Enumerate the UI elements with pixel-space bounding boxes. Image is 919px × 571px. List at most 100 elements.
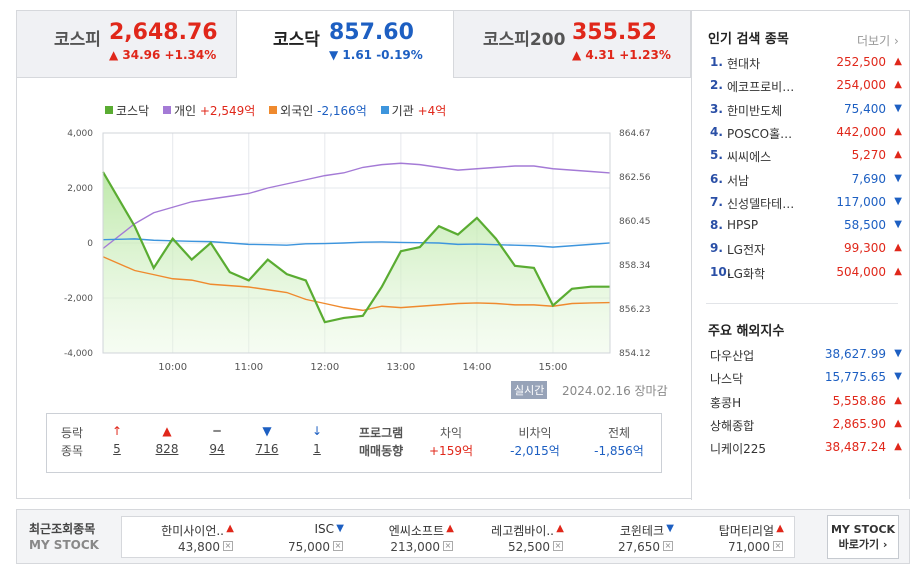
tab-kosdaq[interactable]: 코스닥 857.60 ▼ 1.61 -0.19% bbox=[237, 11, 454, 78]
recent-price: 43,800 bbox=[178, 540, 220, 554]
kosdaq-area bbox=[103, 171, 610, 353]
popular-price: 75,400 bbox=[844, 101, 886, 116]
recent-price: 52,500 bbox=[508, 540, 550, 554]
popular-item[interactable]: 6. 서남 7,690 ▼ bbox=[710, 172, 902, 194]
recent-item[interactable]: 한미사이언.. ▲ 43,800 × bbox=[126, 520, 234, 556]
market-widget: 코스피 2,648.76 ▲ 34.96 +1.34% 코스닥 857.60 ▼… bbox=[16, 10, 910, 500]
y-right-tick-label: 854.12 bbox=[619, 349, 651, 359]
legend-foreign-label: 외국인 bbox=[280, 104, 314, 118]
recent-item[interactable]: 레고켐바이.. ▲ 52,500 × bbox=[456, 520, 564, 556]
recent-price: 71,000 bbox=[728, 540, 770, 554]
mystock-button[interactable]: MY STOCK 바로가기 › bbox=[827, 515, 899, 559]
legend-individual-swatch bbox=[162, 106, 171, 114]
triangle-down-icon: ▼ bbox=[894, 348, 902, 359]
triangle-down-icon: ▼ bbox=[894, 102, 902, 114]
tab-kospi[interactable]: 코스피 2,648.76 ▲ 34.96 +1.34% bbox=[17, 11, 237, 78]
more-link[interactable]: 더보기 › bbox=[857, 32, 899, 49]
popular-item[interactable]: 2. 에코프로비… 254,000 ▲ bbox=[710, 78, 902, 100]
popular-rank: 3. bbox=[710, 101, 723, 116]
intraday-chart: 10:00 11:00 12:00 13:00 14:00 15:00 4,000 2,000… bbox=[64, 129, 651, 373]
recent-item[interactable]: 코윈테크 ▼ 27,650 × bbox=[566, 520, 674, 556]
overseas-item[interactable]: 홍콩H 5,558.86 ▲ bbox=[710, 394, 902, 416]
overseas-item[interactable]: 다우산업 38,627.99 ▼ bbox=[710, 347, 902, 369]
triangle-up-icon: ▲ bbox=[894, 149, 902, 161]
close-icon[interactable]: × bbox=[443, 541, 453, 551]
overseas-price: 38,487.24 bbox=[824, 440, 886, 455]
recent-bar: 최근조회종목 MY STOCK 한미사이언.. ▲ 43,800 × ISC ▼ 75,00… bbox=[16, 509, 910, 564]
tab-kospi-value: 2,648.76 bbox=[109, 20, 218, 45]
close-icon[interactable]: × bbox=[773, 541, 783, 551]
count-icon-3: ▼ bbox=[262, 424, 272, 438]
stats-panel: 등락 종목 ↑ 5 ▲ 828 ━ 94 ▼ 716 ↓ 1 프로그램 매매동향 차익 +159억 비… bbox=[46, 413, 662, 473]
triangle-up-icon: ▲ bbox=[776, 523, 784, 534]
overseas-name: 다우산업 bbox=[710, 349, 755, 363]
count-link-4[interactable]: 1 bbox=[313, 442, 321, 456]
overseas-name: 나스닥 bbox=[710, 372, 744, 387]
popular-price: 117,000 bbox=[836, 194, 886, 209]
recent-item[interactable]: 탑머티리얼 ▲ 71,000 × bbox=[676, 520, 784, 556]
popular-price: 252,500 bbox=[836, 55, 886, 69]
overseas-item[interactable]: 나스닥 15,775.65 ▼ bbox=[710, 370, 902, 392]
popular-item[interactable]: 4. POSCO홀… 442,000 ▲ bbox=[710, 125, 902, 147]
count-link-0[interactable]: 5 bbox=[113, 442, 121, 456]
count-link-3[interactable]: 716 bbox=[255, 442, 279, 456]
popular-item[interactable]: 10. LG화학 504,000 ▲ bbox=[710, 265, 902, 287]
recent-item[interactable]: ISC ▼ 75,000 × bbox=[236, 520, 344, 556]
close-icon[interactable]: × bbox=[663, 541, 673, 551]
recent-name: ISC bbox=[314, 522, 334, 536]
close-icon[interactable]: × bbox=[223, 541, 233, 551]
x-tick-label: 14:00 bbox=[462, 362, 491, 373]
popular-item[interactable]: 8. HPSP 58,500 ▼ bbox=[710, 218, 902, 240]
triangle-down-icon: ▼ bbox=[894, 195, 902, 207]
popular-item[interactable]: 7. 신성델타테… 117,000 ▼ bbox=[710, 195, 902, 217]
recent-item[interactable]: 엔씨소프트 ▲ 213,000 × bbox=[346, 520, 454, 556]
recent-name: 엔씨소프트 bbox=[388, 524, 444, 538]
recent-name: 한미사이언.. bbox=[161, 524, 224, 538]
legend-institution-label: 기관 bbox=[391, 104, 414, 118]
count-icon-1: ▲ bbox=[162, 424, 172, 438]
tab-kosdaq-name: 코스닥 bbox=[273, 30, 320, 50]
popular-item[interactable]: 5. 씨씨에스 5,270 ▲ bbox=[710, 148, 902, 170]
triangle-up-icon: ▲ bbox=[894, 125, 902, 137]
program-head-0: 차익 bbox=[439, 426, 463, 440]
stats-label-2: 종목 bbox=[61, 444, 84, 458]
program-head-2: 전체 bbox=[607, 426, 631, 440]
program-label-2: 매매동향 bbox=[359, 444, 404, 458]
legend-kosdaq-swatch bbox=[105, 106, 113, 114]
popular-name: LG화학 bbox=[727, 266, 766, 281]
overseas-price: 38,627.99 bbox=[824, 347, 886, 361]
x-tick-label: 12:00 bbox=[310, 362, 339, 373]
popular-name: 씨씨에스 bbox=[727, 150, 772, 165]
popular-rank: 2. bbox=[710, 78, 723, 93]
realtime-button[interactable]: 실시간 bbox=[511, 381, 548, 399]
popular-rank: 7. bbox=[710, 194, 723, 209]
legend-foreign-swatch bbox=[269, 106, 278, 114]
triangle-up-icon: ▲ bbox=[556, 523, 564, 534]
count-link-1[interactable]: 828 bbox=[155, 442, 179, 456]
popular-item[interactable]: 3. 한미반도체 75,400 ▼ bbox=[710, 102, 902, 124]
triangle-up-icon: ▲ bbox=[894, 265, 902, 277]
overseas-item[interactable]: 상해종합 2,865.90 ▲ bbox=[710, 417, 902, 439]
popular-name: 신성델타테… bbox=[727, 196, 795, 211]
legend-institution: 기관 +4억 bbox=[380, 104, 446, 118]
program-value-2: -1,856억 bbox=[594, 444, 644, 458]
tab-kospi200[interactable]: 코스피200 355.52 ▲ 4.31 +1.23% bbox=[454, 11, 691, 78]
count-link-2[interactable]: 94 bbox=[209, 442, 225, 456]
tab-kospi200-change: ▲ 4.31 +1.23% bbox=[572, 48, 671, 62]
popular-item[interactable]: 1. 현대차 252,500 ▲ bbox=[710, 55, 902, 77]
y-right-tick-label: 860.45 bbox=[619, 217, 651, 227]
triangle-up-icon: ▲ bbox=[226, 523, 234, 534]
recent-list: 한미사이언.. ▲ 43,800 × ISC ▼ 75,000 × 엔씨소프트 ▲ 213,000 ×… bbox=[121, 516, 795, 558]
program-head-1: 비차익 bbox=[518, 426, 552, 440]
popular-rank: 1. bbox=[710, 55, 723, 69]
close-icon[interactable]: × bbox=[333, 541, 343, 551]
triangle-up-icon: ▲ bbox=[894, 417, 902, 429]
legend-foreign: 외국인 -2,166억 bbox=[269, 104, 367, 118]
stats-label-1: 등락 bbox=[61, 426, 84, 440]
overseas-item[interactable]: 니케이225 38,487.24 ▲ bbox=[710, 440, 902, 462]
close-icon[interactable]: × bbox=[553, 541, 563, 551]
legend-kosdaq: 코스닥 bbox=[105, 104, 149, 118]
popular-item[interactable]: 9. LG전자 99,300 ▲ bbox=[710, 241, 902, 263]
triangle-up-icon: ▲ bbox=[894, 441, 902, 453]
triangle-down-icon: ▼ bbox=[894, 371, 902, 383]
